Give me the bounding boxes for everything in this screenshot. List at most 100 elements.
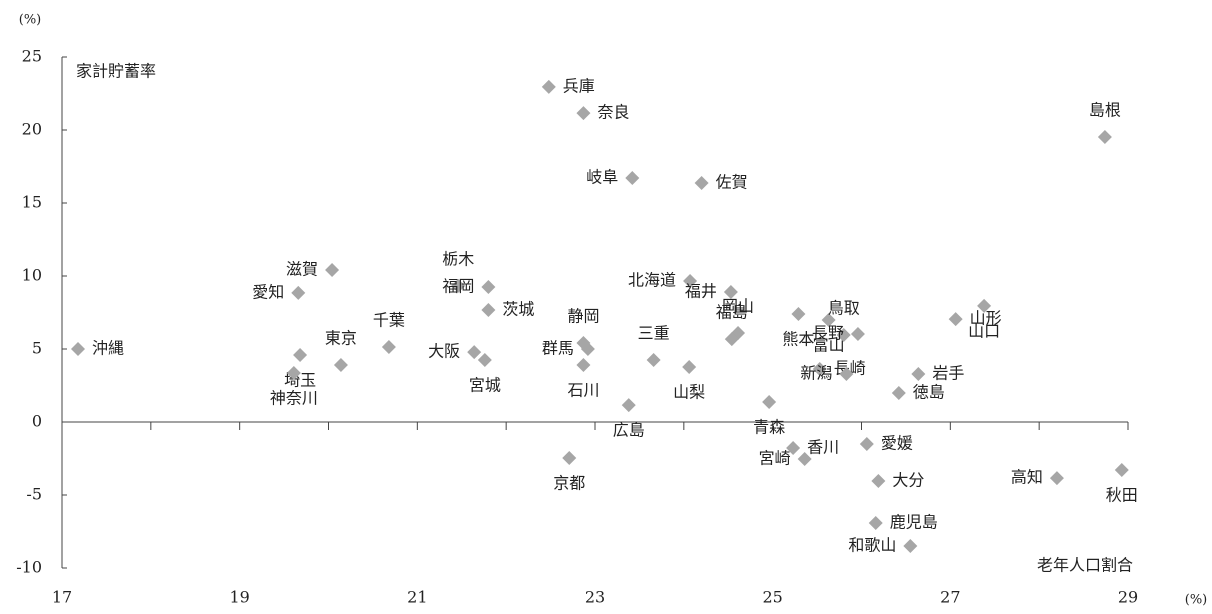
x-tick-label: 21 (407, 588, 427, 607)
point (839, 366, 854, 381)
point (325, 263, 340, 278)
point-label: 滋賀 (286, 260, 318, 279)
point-label: 秋田 (1106, 486, 1138, 505)
point-label: 青森 (753, 417, 785, 436)
point-label: 長野 (812, 323, 844, 342)
point-label: 奈良 (597, 103, 629, 122)
y-tick-label: -5 (26, 485, 42, 504)
point (481, 303, 496, 318)
point (911, 366, 926, 381)
point (977, 298, 992, 313)
point-label: 栃木 (442, 249, 474, 268)
point (293, 347, 308, 362)
point-label: 福島 (716, 303, 748, 322)
point (682, 359, 697, 374)
point-label: 岡山 (722, 296, 754, 315)
point-label: 茨城 (502, 300, 534, 319)
x-tick-label: 23 (585, 588, 605, 607)
point-label: 広島 (613, 421, 645, 440)
point (1097, 130, 1112, 145)
point (850, 326, 865, 341)
point (576, 358, 591, 373)
point-label: 石川 (567, 381, 599, 400)
point-label: 愛知 (252, 282, 284, 301)
point (381, 339, 396, 354)
point-label: 熊本 (782, 329, 814, 348)
point (812, 362, 827, 377)
point (621, 398, 636, 413)
point (723, 285, 738, 300)
point-label: 徳島 (913, 382, 945, 401)
x-tick-label: 19 (229, 588, 249, 607)
point (836, 327, 851, 342)
point (821, 312, 836, 327)
point-label: 和歌山 (848, 535, 896, 554)
point (477, 352, 492, 367)
point (646, 352, 661, 367)
point (333, 358, 348, 373)
point-label: 佐賀 (716, 172, 748, 191)
y-axis-label: 家計貯蓄率 (76, 62, 156, 81)
point-label: 富山 (813, 335, 845, 354)
point (541, 79, 556, 94)
point (868, 516, 883, 531)
point-label: 東京 (325, 329, 357, 348)
point-label: 神奈川 (270, 388, 318, 407)
point (786, 440, 801, 455)
point-label: 静岡 (567, 307, 599, 326)
y-tick-label: 25 (22, 47, 42, 66)
point-label: 岩手 (932, 363, 964, 382)
point (467, 345, 482, 360)
point (762, 394, 777, 409)
x-tick-label: 25 (762, 588, 782, 607)
x-axis-label: 老年人口割合 (1037, 556, 1133, 575)
y-tick-label: 15 (22, 193, 42, 212)
point-label: 高知 (1011, 468, 1043, 487)
point-label: 兵庫 (563, 76, 595, 95)
point (451, 278, 466, 293)
point (70, 342, 85, 356)
point-label: 福岡 (442, 276, 474, 295)
y-tick-label: -10 (16, 558, 42, 577)
point (903, 538, 918, 553)
y-tick-label: 10 (22, 266, 42, 285)
point-label: 大分 (892, 470, 924, 489)
point-label: 鳥取 (828, 298, 860, 317)
point-label: 愛媛 (881, 434, 913, 453)
point (576, 336, 591, 351)
point-label: 千葉 (373, 310, 405, 329)
point (859, 437, 874, 452)
y-unit: (%) (19, 13, 42, 28)
y-tick-label: 20 (22, 120, 42, 139)
point-label: 山梨 (673, 382, 705, 401)
point-label: 群馬 (542, 339, 574, 358)
point-label: 宮崎 (759, 448, 791, 467)
point-label: 沖縄 (92, 339, 124, 358)
point (625, 171, 640, 186)
y-tick-label: 5 (32, 339, 42, 358)
point-label: 山形 (970, 309, 1002, 328)
point-label: 三重 (638, 323, 670, 342)
point (481, 279, 496, 294)
point (683, 273, 698, 288)
point (797, 451, 812, 466)
point (948, 312, 963, 327)
x-tick-label: 29 (1118, 588, 1138, 607)
x-tick-label: 17 (52, 588, 72, 607)
point-label: 大阪 (428, 342, 460, 361)
point (694, 175, 709, 190)
point-label: 山口 (968, 321, 1000, 340)
point-label: 宮城 (469, 375, 501, 394)
x-unit: (%) (1185, 593, 1208, 608)
point-label: 新潟 (800, 363, 832, 382)
point (1049, 471, 1064, 486)
point-label: 北海道 (628, 270, 676, 289)
point (724, 332, 739, 347)
point (291, 285, 306, 300)
point (576, 106, 591, 121)
point-label: 京都 (553, 474, 585, 493)
point (562, 451, 577, 466)
point (791, 306, 806, 321)
point-label: 島根 (1089, 101, 1121, 120)
point (891, 385, 906, 400)
